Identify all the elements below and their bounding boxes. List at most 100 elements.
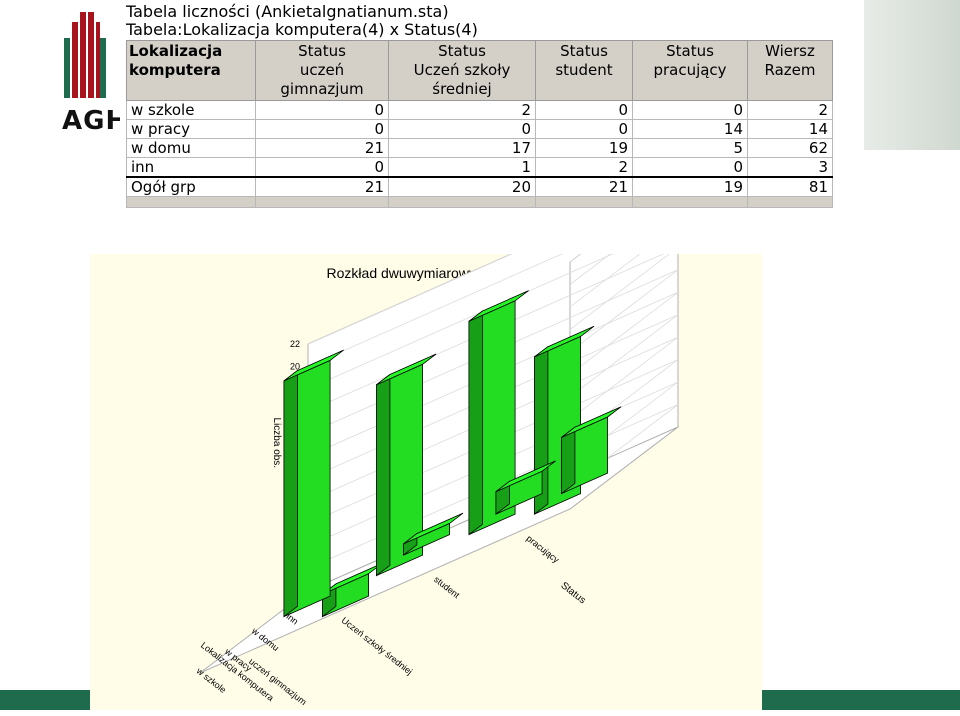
bar-top-face <box>283 349 344 382</box>
table-row: w pracy 0 0 0 14 14 <box>126 119 833 139</box>
table-cell[interactable]: 3 <box>747 157 833 178</box>
column-header-line: Razem <box>764 61 816 79</box>
table-row: w domu 21 17 19 5 62 <box>126 138 833 158</box>
table-cell[interactable]: 0 <box>255 100 389 120</box>
table-caption-subtitle: Tabela:Lokalizacja komputera(4) x Status… <box>126 20 478 39</box>
table-caption-title: Tabela liczności (Ankietalgnatianum.sta) <box>126 2 449 21</box>
z-axis-label: Liczba obs. <box>271 418 282 469</box>
column-header-line: Status <box>298 42 346 60</box>
bar-3d <box>402 512 464 556</box>
table-cell[interactable]: 0 <box>388 119 536 139</box>
y-axis-label: Status <box>558 580 587 606</box>
bar-top-face <box>534 325 595 358</box>
table-row-label[interactable]: w szkole <box>126 100 256 120</box>
bar-side-face <box>560 426 576 495</box>
decorative-background <box>862 0 960 150</box>
chart-panel: Rozkład dwuwymiarowy: Lokalizacja komput… <box>90 178 762 710</box>
table-cell-empty <box>535 196 633 208</box>
table-cell[interactable]: 20 <box>388 176 536 197</box>
table-row-total: Ogół grp 21 20 21 19 81 <box>126 176 833 197</box>
bar-side-face <box>468 310 483 536</box>
table-cell[interactable]: 0 <box>632 100 748 120</box>
y-tick-label: Uczeń szkoły średniej <box>340 615 415 676</box>
table-cell[interactable]: 0 <box>535 119 633 139</box>
table-cell[interactable]: 0 <box>255 119 389 139</box>
agh-logo: AGH <box>0 0 128 150</box>
bar-3d <box>560 406 622 495</box>
contingency-table-window: Tabela liczności (Ankietalgnatianum.sta)… <box>120 0 864 213</box>
table-row-label[interactable]: inn <box>126 157 256 178</box>
bar-top-face <box>561 406 622 438</box>
column-header-szkola-srednia[interactable]: Status Uczeń szkoły średniej <box>388 40 536 101</box>
x-tick-label: w szkole <box>194 665 228 695</box>
column-header-line: Status <box>438 42 486 60</box>
contingency-table: Lokalizacja komputera Status uczeń gimna… <box>126 40 833 208</box>
column-header-student[interactable]: Status student <box>535 40 633 101</box>
bar-chart-3d: Rozkład dwuwymiarowy: Lokalizacja komput… <box>194 178 679 707</box>
table-row-empty <box>126 196 833 208</box>
column-header-line: student <box>555 61 613 79</box>
column-header-wiersz-razem[interactable]: Wiersz Razem <box>747 40 833 101</box>
column-header-line: Status <box>560 42 608 60</box>
table-cell[interactable]: 17 <box>388 138 536 158</box>
bar-top-face <box>376 353 437 386</box>
table-cell-empty <box>632 196 748 208</box>
table-cell[interactable]: 21 <box>255 176 389 197</box>
table-row: w szkole 0 2 0 0 2 <box>126 100 833 120</box>
agh-logo-text: AGH <box>62 106 129 136</box>
column-header-line: gimnazjum <box>280 80 364 98</box>
column-header-line: Wiersz <box>765 42 815 60</box>
row-header-cell: Lokalizacja komputera <box>126 40 256 101</box>
table-cell[interactable]: 2 <box>535 157 633 178</box>
bar-top-face <box>403 512 464 545</box>
bar-side-face <box>283 369 298 618</box>
table-row-label[interactable]: Ogół grp <box>126 176 256 197</box>
bar-3d <box>495 460 556 515</box>
row-header-line: komputera <box>129 61 221 79</box>
z-tick-label: 20 <box>290 362 300 372</box>
column-header-line: pracujący <box>653 61 727 79</box>
bar-top-face <box>468 290 529 322</box>
table-cell[interactable]: 19 <box>535 138 633 158</box>
column-header-line: uczeń <box>299 61 345 79</box>
table-cell[interactable]: 0 <box>632 157 748 178</box>
agh-logo-emblem <box>64 12 106 98</box>
bar-3d <box>283 349 344 618</box>
table-cell[interactable]: 5 <box>632 138 748 158</box>
column-header-gimnazjum[interactable]: Status uczeń gimnazjum <box>255 40 389 101</box>
table-cell[interactable]: 14 <box>747 119 833 139</box>
row-header-line: Lokalizacja <box>129 42 223 60</box>
z-gridline <box>307 269 679 435</box>
table-row-label[interactable]: w domu <box>126 138 256 158</box>
table-cell[interactable]: 2 <box>388 100 536 120</box>
table-cell-empty <box>388 196 536 208</box>
column-header-line: Uczeń szkoły <box>413 61 511 79</box>
column-header-line: Status <box>666 42 714 60</box>
z-gridline <box>307 336 679 502</box>
column-header-line: średniej <box>432 80 492 98</box>
table-cell[interactable]: 81 <box>747 176 833 197</box>
table-cell-empty <box>255 196 389 208</box>
table-row: inn 0 1 2 0 3 <box>126 157 833 178</box>
table-cell[interactable]: 0 <box>535 100 633 120</box>
y-tick-label: pracujący <box>525 533 562 565</box>
table-cell[interactable]: 19 <box>632 176 748 197</box>
column-header-pracujacy[interactable]: Status pracujący <box>632 40 748 101</box>
table-cell[interactable]: 21 <box>535 176 633 197</box>
table-cell-empty <box>747 196 833 208</box>
bar-top-face <box>495 460 556 493</box>
bar-3d <box>468 290 529 536</box>
table-cell[interactable]: 2 <box>747 100 833 120</box>
y-tick-label: student <box>432 574 462 600</box>
z-gridline <box>307 314 679 480</box>
table-cell[interactable]: 21 <box>255 138 389 158</box>
table-cell[interactable]: 14 <box>632 119 748 139</box>
z-gridline <box>307 291 679 457</box>
table-cell[interactable]: 1 <box>388 157 536 178</box>
bar-side-face <box>375 373 391 577</box>
table-cell[interactable]: 0 <box>255 157 389 178</box>
table-cell[interactable]: 62 <box>747 138 833 158</box>
table-row-label[interactable]: w pracy <box>126 119 256 139</box>
table-cell-empty <box>126 196 256 208</box>
bar-3d <box>375 353 437 577</box>
